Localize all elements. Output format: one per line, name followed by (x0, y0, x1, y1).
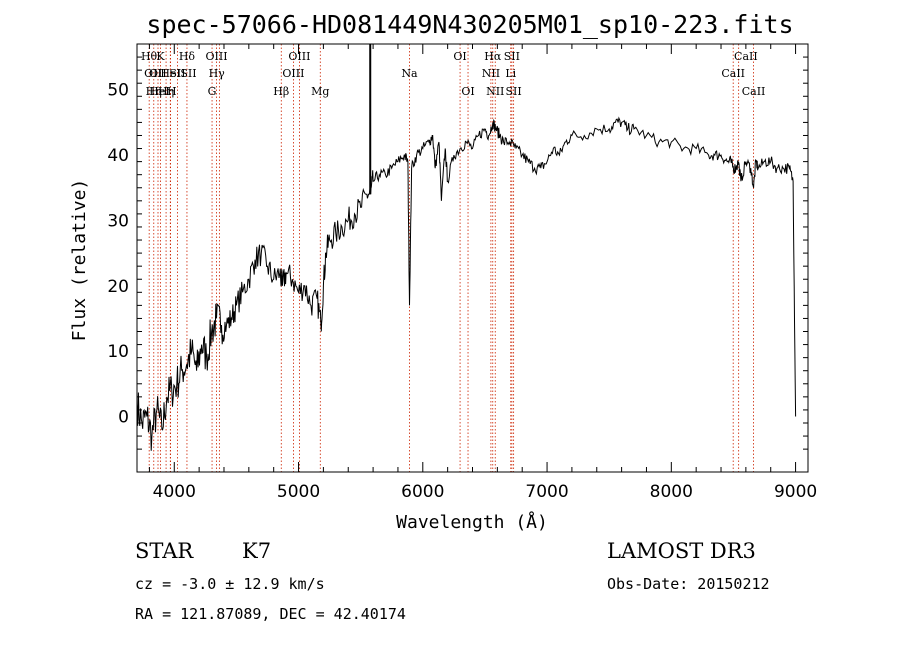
y-tick-label: 20 (107, 277, 129, 297)
survey-name: LAMOST DR3 (607, 539, 756, 563)
y-axis-label: Flux (relative) (69, 179, 90, 342)
line-label: OIII (205, 50, 227, 63)
line-label: G (208, 85, 217, 98)
line-label: Hγ (209, 67, 226, 80)
line-label: HeI (160, 67, 180, 80)
line-label: OI (461, 85, 474, 98)
line-label: NII (486, 85, 504, 98)
line-label: OI (453, 50, 466, 63)
line-label: Hη (146, 85, 162, 98)
line-label: Hδ (179, 50, 196, 63)
x-tick-label: 9000 (774, 482, 817, 502)
line-label: OIII (282, 67, 304, 80)
y-axis-ticks: 0 10 20 30 40 50 (107, 56, 808, 450)
line-label: Mg (311, 85, 329, 98)
line-label: SII (169, 67, 185, 80)
line-label: K (156, 50, 165, 63)
line-label: Li (505, 67, 516, 80)
y-tick-label: 10 (107, 342, 129, 362)
x-tick-label: 6000 (401, 482, 444, 502)
observation-date: Obs-Date: 20150212 (607, 575, 770, 593)
y-tick-label: 30 (107, 211, 129, 231)
line-label: Hθ (141, 50, 158, 63)
sky-coordinates: RA = 121.87089, DEC = 42.40174 (135, 605, 406, 623)
line-label: NII (482, 67, 500, 80)
x-tick-label: 4000 (153, 482, 196, 502)
line-label: CaII (721, 67, 745, 80)
plot-frame (136, 43, 809, 473)
x-axis-ticks: 4000 5000 6000 7000 8000 9000 (148, 44, 817, 502)
x-axis-label: Wavelength (Å) (396, 511, 548, 533)
y-tick-label: 0 (118, 407, 129, 427)
object-subclass: K7 (242, 539, 271, 563)
object-class: STAR (135, 539, 194, 563)
line-label: Hη (158, 85, 174, 98)
x-tick-label: 7000 (525, 482, 568, 502)
line-label: CaII (734, 50, 758, 63)
line-label: OII (149, 67, 167, 80)
spectrum-series-line (136, 116, 797, 451)
y-tick-label: 40 (107, 146, 129, 166)
line-label: HeI (149, 85, 169, 98)
chart-title: spec-57066-HD081449N430205M01_sp10-223.f… (146, 10, 793, 39)
x-tick-label: 8000 (650, 482, 693, 502)
line-label: Hα (484, 50, 502, 63)
line-label: SII (504, 50, 520, 63)
line-label: H (167, 85, 177, 98)
line-label: SII (180, 67, 196, 80)
y-tick-label: 50 (107, 81, 129, 101)
line-label: OII (144, 67, 162, 80)
line-label: CaII (742, 85, 766, 98)
line-label: SII (506, 85, 522, 98)
line-label: Na (401, 67, 418, 80)
redshift-velocity: cz = -3.0 ± 12.9 km/s (135, 575, 325, 593)
line-label: OIII (288, 50, 310, 63)
x-tick-label: 5000 (277, 482, 320, 502)
line-label: Hβ (273, 85, 289, 98)
spectral-line-markers (148, 44, 754, 472)
